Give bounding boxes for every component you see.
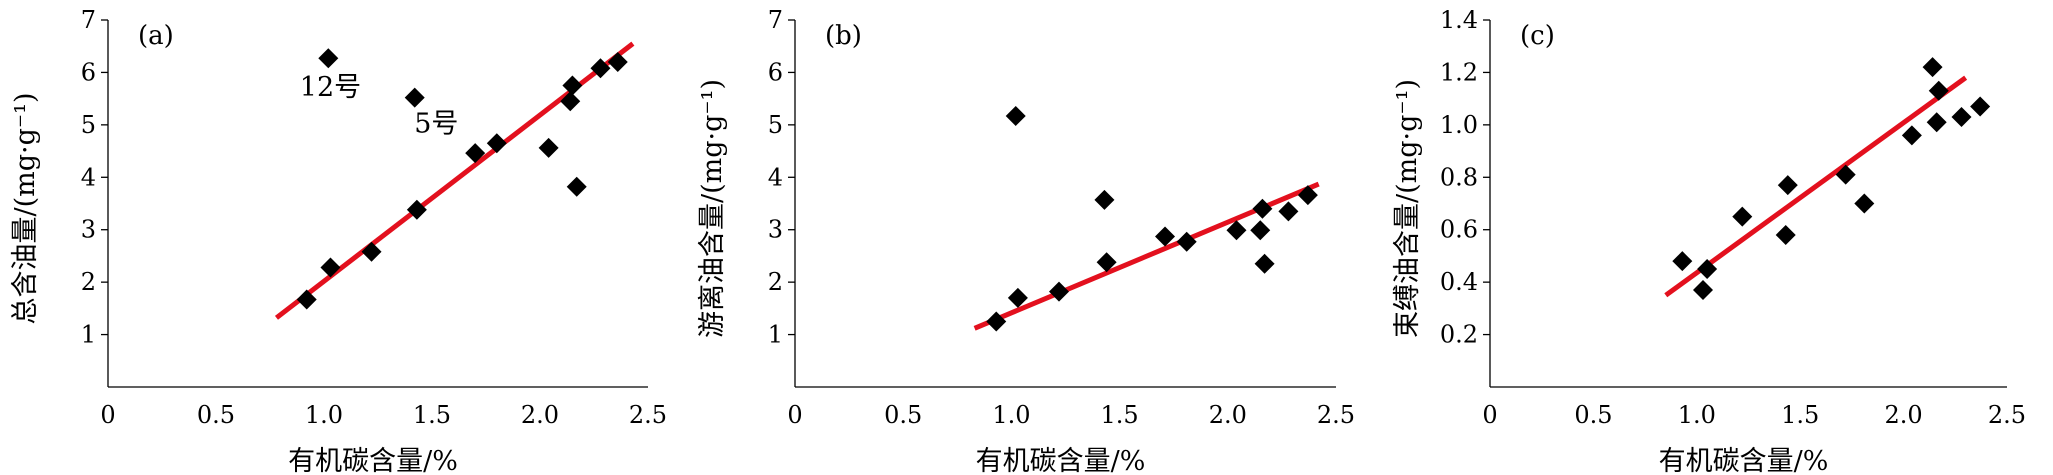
x-tick-label: 1.5	[1101, 401, 1139, 429]
data-point	[1278, 201, 1299, 222]
data-point	[1005, 105, 1026, 126]
y-tick-label: 1	[768, 321, 783, 349]
data-point	[1250, 220, 1271, 241]
y-tick-label: 1	[81, 321, 96, 349]
y-tick-label: 5	[81, 111, 96, 139]
data-point	[1226, 220, 1247, 241]
y-tick-label: 2	[81, 268, 96, 296]
data-point	[590, 58, 611, 79]
panel-c: 0.2 0.4 0.6 0.8 1.0 1.2 1.4 0 0.5 1.0 1.5 2.0 2.5 有机碳…	[1392, 6, 2026, 475]
y-axis-title: 束缚油含量/(mg·g⁻¹)	[1392, 79, 1423, 338]
y-tick-label: 4	[768, 163, 783, 191]
x-tick-label: 2.0	[1209, 401, 1247, 429]
y-tick-label: 7	[768, 6, 783, 34]
data-point	[1777, 175, 1798, 196]
x-tick-label: 2.0	[521, 401, 559, 429]
data-point	[406, 199, 427, 220]
panel-a: 1 2 3 4 5 6 7 0 0.5 1.0 1.5 2.0 2.5 有机碳含量/% 总含油量/(mg·g…	[10, 6, 667, 475]
data-point	[1155, 226, 1176, 247]
y-tick-label: 4	[81, 163, 96, 191]
x-tick-label: 1.5	[413, 401, 451, 429]
data-point	[1254, 253, 1275, 274]
data-point	[486, 133, 507, 154]
y-tick-label: 1.2	[1440, 58, 1478, 86]
data-point	[607, 51, 628, 72]
y-tick-label: 3	[768, 216, 783, 244]
y-axis-title: 游离油含量/(mg·g⁻¹)	[697, 79, 728, 338]
x-tick-label: 0.5	[1574, 401, 1612, 429]
data-point	[562, 75, 583, 96]
data-point	[1854, 193, 1875, 214]
x-tick-label: 0	[100, 401, 115, 429]
data-point	[1775, 224, 1796, 245]
x-tick-label: 2.5	[1317, 401, 1355, 429]
y-tick-label: 6	[768, 58, 783, 86]
x-tick-label: 0	[787, 401, 802, 429]
x-axis-title: 有机碳含量/%	[288, 446, 458, 475]
data-point	[404, 87, 425, 108]
data-point	[986, 311, 1007, 332]
x-tick-label: 2.0	[1885, 401, 1923, 429]
x-tick-label: 1.0	[992, 401, 1030, 429]
x-tick-label: 2.5	[629, 401, 667, 429]
y-tick-label: 1.0	[1440, 111, 1478, 139]
x-axis-title: 有机碳含量/%	[1659, 446, 1829, 475]
data-point	[1693, 280, 1714, 301]
data-point	[465, 143, 486, 164]
data-point	[1732, 206, 1753, 227]
data-point	[1926, 112, 1947, 133]
y-tick-label: 7	[81, 6, 96, 34]
data-point	[1672, 251, 1693, 272]
data-point	[1049, 281, 1070, 302]
y-tick-label: 0.8	[1440, 163, 1478, 191]
data-point	[1697, 259, 1718, 280]
y-tick-label: 5	[768, 111, 783, 139]
panel-label: (b)	[825, 21, 862, 51]
x-tick-label: 1.0	[305, 401, 343, 429]
x-tick-label: 1.5	[1781, 401, 1819, 429]
data-point	[1970, 96, 1991, 117]
data-point	[320, 257, 341, 278]
data-point	[1176, 231, 1197, 252]
y-axis-title: 总含油量/(mg·g⁻¹)	[10, 93, 41, 325]
y-tick-label: 0.4	[1440, 268, 1478, 296]
trend-line	[1664, 75, 1968, 298]
panel-label: (c)	[1520, 21, 1555, 51]
y-tick-label: 0.6	[1440, 216, 1478, 244]
y-tick-label: 1.4	[1440, 6, 1478, 34]
data-point	[1951, 106, 1972, 127]
data-point	[1252, 198, 1273, 219]
data-point	[1901, 125, 1922, 146]
data-point	[318, 48, 339, 69]
point-annotation: 12号	[300, 72, 361, 103]
data-point	[538, 137, 559, 158]
data-point	[566, 176, 587, 197]
data-point	[1922, 57, 1943, 78]
data-point	[1835, 164, 1856, 185]
data-point	[560, 91, 581, 112]
y-tick-label: 2	[768, 268, 783, 296]
y-tick-label: 6	[81, 58, 96, 86]
x-tick-label: 0.5	[884, 401, 922, 429]
data-point	[296, 289, 317, 310]
x-axis-title: 有机碳含量/%	[976, 446, 1146, 475]
y-tick-label: 3	[81, 216, 96, 244]
data-point	[361, 241, 382, 262]
x-tick-label: 0	[1482, 401, 1497, 429]
data-point	[1297, 185, 1318, 206]
data-point	[1094, 189, 1115, 210]
data-point	[1007, 287, 1028, 308]
y-tick-label: 0.2	[1440, 321, 1478, 349]
panel-label: (a)	[138, 21, 174, 51]
x-tick-label: 2.5	[1988, 401, 2026, 429]
panel-b: 1 2 3 4 5 6 7 0 0.5 1.0 1.5 2.0 2.5 有机碳含量/% 游离油含量/(mg·…	[697, 6, 1355, 475]
x-tick-label: 0.5	[197, 401, 235, 429]
point-annotation: 5号	[414, 108, 458, 139]
data-point	[1928, 80, 1949, 101]
data-point	[1096, 252, 1117, 273]
x-tick-label: 1.0	[1678, 401, 1716, 429]
